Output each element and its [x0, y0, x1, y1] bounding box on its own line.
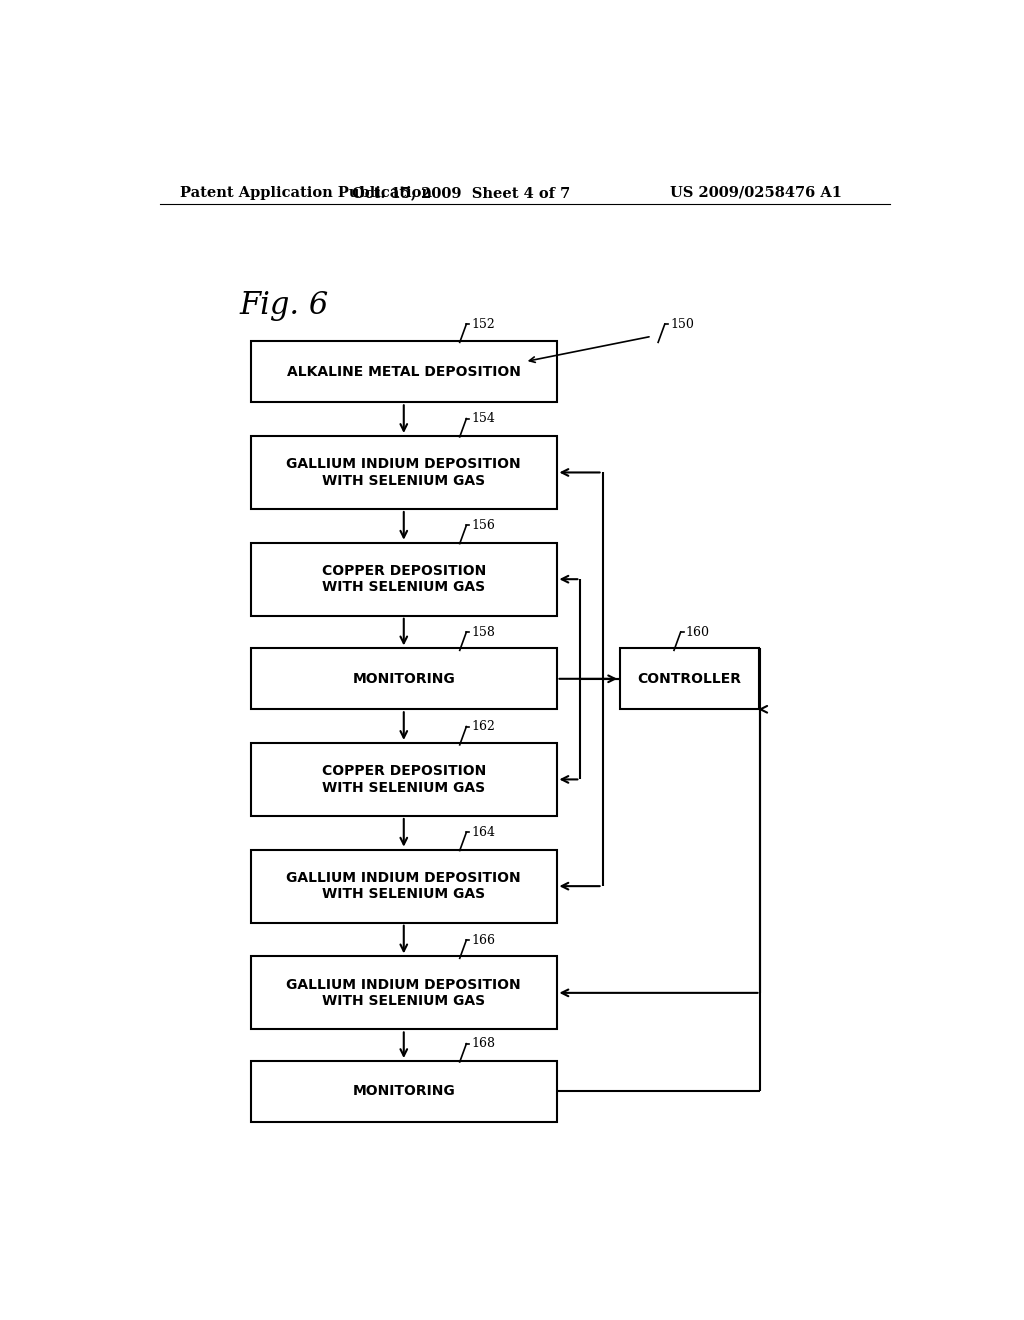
Text: Oct. 15, 2009  Sheet 4 of 7: Oct. 15, 2009 Sheet 4 of 7 — [352, 186, 570, 199]
Text: 154: 154 — [472, 412, 496, 425]
Text: GALLIUM INDIUM DEPOSITION
WITH SELENIUM GAS: GALLIUM INDIUM DEPOSITION WITH SELENIUM … — [287, 978, 521, 1008]
Text: 168: 168 — [472, 1038, 496, 1051]
Text: Fig. 6: Fig. 6 — [240, 290, 329, 321]
Text: COPPER DEPOSITION
WITH SELENIUM GAS: COPPER DEPOSITION WITH SELENIUM GAS — [322, 764, 486, 795]
Text: COPPER DEPOSITION
WITH SELENIUM GAS: COPPER DEPOSITION WITH SELENIUM GAS — [322, 564, 486, 594]
Text: Patent Application Publication: Patent Application Publication — [179, 186, 431, 199]
Bar — [251, 743, 557, 816]
Bar — [251, 648, 557, 709]
Text: 166: 166 — [472, 933, 496, 946]
Text: MONITORING: MONITORING — [352, 1085, 455, 1098]
Text: 162: 162 — [472, 721, 496, 733]
Text: 158: 158 — [472, 626, 496, 639]
Bar — [251, 543, 557, 615]
Text: 160: 160 — [686, 626, 710, 639]
Bar — [251, 436, 557, 510]
Bar — [251, 956, 557, 1030]
Bar — [251, 1061, 557, 1122]
Text: MONITORING: MONITORING — [352, 672, 455, 686]
Text: US 2009/0258476 A1: US 2009/0258476 A1 — [671, 186, 842, 199]
Text: 150: 150 — [670, 318, 694, 330]
Text: GALLIUM INDIUM DEPOSITION
WITH SELENIUM GAS: GALLIUM INDIUM DEPOSITION WITH SELENIUM … — [287, 457, 521, 487]
Text: GALLIUM INDIUM DEPOSITION
WITH SELENIUM GAS: GALLIUM INDIUM DEPOSITION WITH SELENIUM … — [287, 871, 521, 902]
Text: 152: 152 — [472, 318, 496, 330]
Bar — [620, 648, 759, 709]
Text: CONTROLLER: CONTROLLER — [638, 672, 741, 686]
Text: 164: 164 — [472, 826, 496, 838]
Text: ALKALINE METAL DEPOSITION: ALKALINE METAL DEPOSITION — [287, 364, 521, 379]
Bar — [251, 342, 557, 403]
Text: 156: 156 — [472, 519, 496, 532]
Bar — [251, 850, 557, 923]
